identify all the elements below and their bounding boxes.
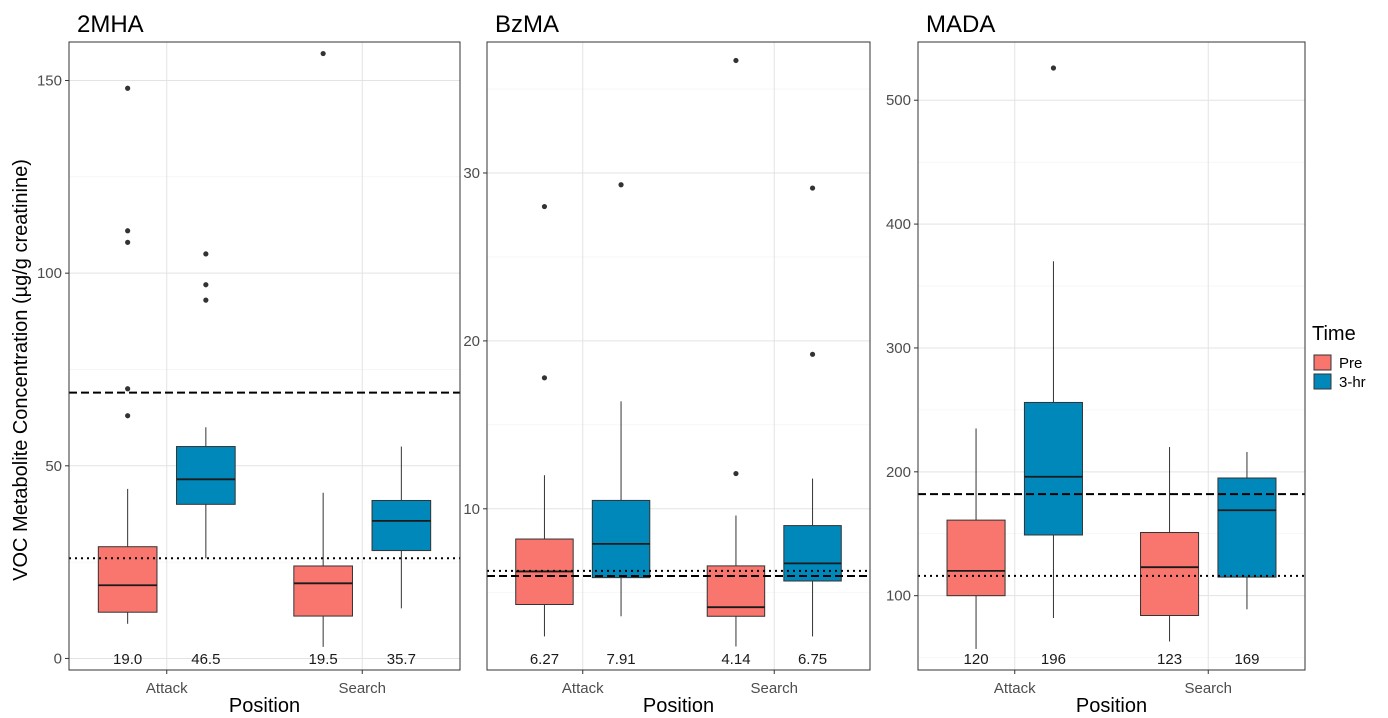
box-attack-3-hr: 7.91 <box>591 182 651 668</box>
panel-title: MADA <box>926 11 995 38</box>
median-value-label: 6.75 <box>798 651 827 668</box>
y-tick-label: 0 <box>54 650 62 667</box>
outlier-point <box>541 203 548 210</box>
y-tick-label: 400 <box>886 216 911 233</box>
median-value-label: 7.91 <box>606 651 635 668</box>
y-tick-label: 100 <box>886 588 911 605</box>
outlier-point <box>125 239 131 245</box>
box-body <box>706 565 766 617</box>
box-attack-3-hr: 46.5 <box>176 251 236 668</box>
outlier-point <box>125 85 131 91</box>
y-tick-label: 300 <box>886 340 911 357</box>
panel-2mha: 0 50 100 150 Attack Search 19.0 46.5 19.5 35.7 2MH… <box>37 11 461 717</box>
box-body <box>1217 477 1277 578</box>
box-attack-3-hr: 196 <box>1023 65 1083 668</box>
legend-swatch <box>1313 373 1332 390</box>
outlier-point <box>1050 65 1057 71</box>
y-tick-label: 50 <box>45 458 62 475</box>
box-body <box>176 446 236 505</box>
outlier-point <box>203 282 209 288</box>
panels: 0 50 100 150 Attack Search 19.0 46.5 19.5 35.7 2MH… <box>37 11 1306 717</box>
y-tick-label: 500 <box>886 92 911 109</box>
x-tick-label: Attack <box>146 680 188 697</box>
legend-label: 3-hr <box>1339 374 1366 391</box>
legend-entry-pre: Pre <box>1313 354 1362 372</box>
x-axis-title: Position <box>1076 695 1147 717</box>
box-attack-pre: 6.27 <box>515 203 574 668</box>
box-body <box>946 519 1006 597</box>
box-search-pre: 19.5 <box>293 50 353 668</box>
y-tick-label: 150 <box>37 73 62 90</box>
legend-title: Time <box>1312 323 1356 345</box>
outlier-point <box>203 297 209 303</box>
x-tick-label: Search <box>750 680 798 697</box>
median-value-label: 35.7 <box>387 651 416 668</box>
x-axis-title: Position <box>643 695 714 717</box>
median-value-label: 46.5 <box>191 651 220 668</box>
y-tick-label: 20 <box>463 333 480 350</box>
legend-swatch <box>1313 354 1332 371</box>
box-body <box>97 546 158 613</box>
box-body <box>783 525 842 582</box>
x-tick-label: Attack <box>562 680 604 697</box>
outlier-point <box>125 386 131 392</box>
panel-title: 2MHA <box>77 11 144 38</box>
median-value-label: 196 <box>1041 651 1066 668</box>
median-value-label: 120 <box>964 651 989 668</box>
box-search-pre: 123 <box>1140 447 1200 668</box>
median-value-label: 19.0 <box>113 651 142 668</box>
median-value-label: 123 <box>1157 651 1182 668</box>
median-value-label: 6.27 <box>530 651 559 668</box>
y-axis-title: VOC Metabolite Concentration (µg/g creat… <box>10 159 32 581</box>
box-body <box>591 499 651 579</box>
x-tick-label: Attack <box>994 680 1036 697</box>
median-value-label: 4.14 <box>721 651 750 668</box>
panel-border <box>917 41 1306 671</box>
outlier-point <box>809 351 816 357</box>
outlier-point <box>320 50 326 57</box>
panel-border <box>486 41 871 671</box>
outlier-point <box>733 470 739 477</box>
panel-border <box>68 41 461 671</box>
y-tick-label: 200 <box>886 464 911 481</box>
legend-entry-3-hr: 3-hr <box>1313 373 1366 391</box>
panel-mada: 100 200 300 400 500 Attack Search 120 196 123 169 M… <box>886 11 1306 717</box>
box-search-pre: 4.14 <box>706 57 766 668</box>
median-value-label: 19.5 <box>309 651 338 668</box>
box-attack-pre: 19.0 <box>97 85 158 668</box>
box-body <box>371 499 432 552</box>
legend: Time Pre 3-hr <box>1312 323 1366 391</box>
x-axis-title: Position <box>229 695 300 717</box>
x-tick-label: Search <box>338 680 386 697</box>
box-body <box>1023 401 1083 536</box>
y-tick-label: 30 <box>463 165 480 182</box>
panel-title: BzMA <box>495 11 559 38</box>
outlier-point <box>618 182 624 188</box>
outlier-point <box>733 57 739 64</box>
outlier-point <box>809 185 816 191</box>
outlier-point <box>125 228 131 234</box>
box-attack-pre: 120 <box>946 428 1006 668</box>
box-body <box>293 565 353 617</box>
box-search-3-hr: 35.7 <box>371 446 432 668</box>
y-tick-label: 10 <box>463 501 480 518</box>
x-tick-label: Search <box>1184 680 1232 697</box>
outlier-point <box>125 413 131 419</box>
box-body <box>1140 532 1200 616</box>
panel-bzma: 10 20 30 Attack Search 6.27 7.91 4.14 6.75 BzMA Po… <box>463 11 871 717</box>
y-tick-label: 100 <box>37 265 62 282</box>
legend-label: Pre <box>1339 355 1362 372</box>
outlier-point <box>541 375 548 381</box>
median-value-label: 169 <box>1234 651 1259 668</box>
outlier-point <box>203 251 209 257</box>
